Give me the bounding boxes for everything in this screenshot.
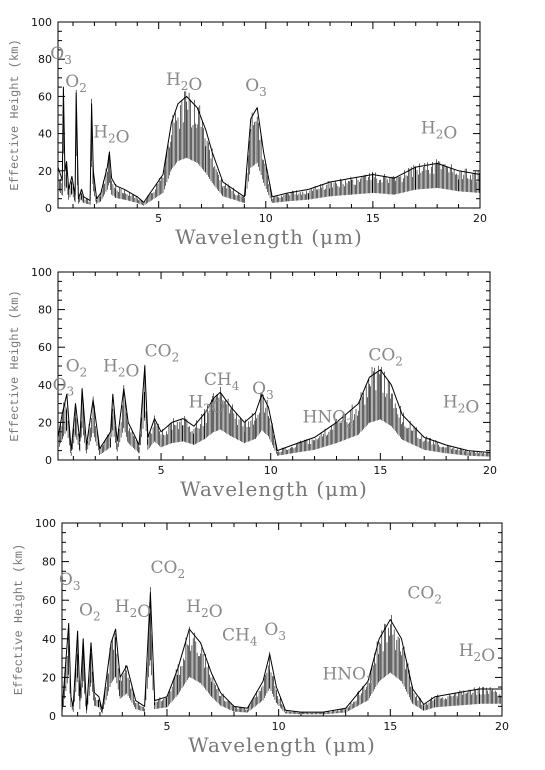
molecule-label: H2O	[459, 641, 495, 666]
y-tick-label: 40	[38, 379, 52, 392]
x-tick-label: 5	[158, 464, 165, 477]
y-tick-label: 20	[38, 165, 52, 178]
molecule-label: H2O	[189, 392, 225, 417]
x-tick-label: 15	[373, 464, 387, 477]
x-tick-label: 5	[155, 212, 162, 225]
y-axis-label: Effective Height (km)	[8, 39, 22, 190]
spectrum-line	[57, 365, 491, 453]
molecule-label: H2O	[186, 597, 222, 622]
y-tick-label: 80	[42, 556, 56, 569]
y-tick-label: 0	[45, 454, 52, 467]
x-axis-label: Wavelength (μm)	[175, 225, 363, 249]
molecule-label: CH4	[222, 626, 258, 649]
y-tick-label: 20	[38, 416, 52, 429]
x-tick-label: 20	[495, 720, 509, 733]
molecule-label: O3	[50, 44, 72, 67]
x-tick-label: 10	[264, 464, 278, 477]
molecule-label: O2	[65, 72, 87, 95]
x-tick-label: 5	[163, 720, 170, 733]
molecule-label: H2O	[93, 122, 129, 147]
x-tick-label: 10	[272, 720, 286, 733]
y-tick-label: 80	[38, 304, 52, 317]
y-tick-label: 60	[42, 594, 56, 607]
spectrum-fine-structure	[57, 364, 490, 457]
y-tick-label: 40	[38, 128, 52, 141]
y-tick-label: 40	[42, 633, 56, 646]
y-tick-label: 100	[31, 16, 52, 29]
molecule-label: CO2	[407, 583, 442, 606]
x-axis-label: Wavelength (μm)	[180, 477, 368, 501]
molecule-label: H2O	[443, 392, 479, 417]
spectrum-fine-structure	[57, 89, 480, 206]
molecule-label: CO2	[151, 558, 186, 581]
molecule-label: O3	[53, 375, 75, 398]
y-tick-label: 0	[49, 710, 56, 723]
y-tick-label: 100	[35, 517, 56, 530]
y-axis-label: Effective Height (km)	[12, 544, 26, 695]
molecule-label: O3	[264, 620, 286, 643]
x-tick-label: 10	[259, 212, 273, 225]
x-tick-label: 20	[483, 464, 497, 477]
molecule-label: O3	[245, 76, 267, 99]
molecule-label: CH4	[204, 370, 240, 393]
y-tick-label: 0	[45, 202, 52, 215]
molecule-label: H2O	[421, 119, 457, 144]
spectrum-fine-structure	[61, 587, 503, 715]
y-tick-label: 80	[38, 53, 52, 66]
y-tick-label: 60	[38, 90, 52, 103]
molecule-label: O2	[79, 601, 101, 624]
y-tick-label: 20	[42, 671, 56, 684]
y-axis-label: Effective Height (km)	[8, 290, 22, 441]
molecule-label: H2O	[115, 597, 151, 622]
spectrum-panel: 5 10 15 20 0 20 40 60 80 100 O3 O2 H2O H2O O3 H2O Wavele…	[8, 16, 487, 249]
x-tick-label: 20	[473, 212, 487, 225]
molecule-label: HNO3	[322, 664, 373, 687]
x-axis-label: Wavelength (μm)	[188, 733, 376, 757]
molecule-label: O2	[66, 357, 88, 380]
molecule-label: H2O	[166, 70, 202, 95]
y-tick-label: 60	[38, 341, 52, 354]
molecule-label: O3	[252, 379, 274, 402]
molecule-label: HNO3	[303, 407, 354, 430]
molecule-label: H2O	[103, 357, 139, 382]
molecule-label: CO2	[145, 342, 180, 365]
y-tick-label: 100	[31, 266, 52, 279]
molecule-label: O3	[59, 570, 81, 593]
x-tick-label: 15	[383, 720, 397, 733]
molecule-label: CO2	[368, 345, 403, 368]
x-tick-label: 15	[366, 212, 380, 225]
